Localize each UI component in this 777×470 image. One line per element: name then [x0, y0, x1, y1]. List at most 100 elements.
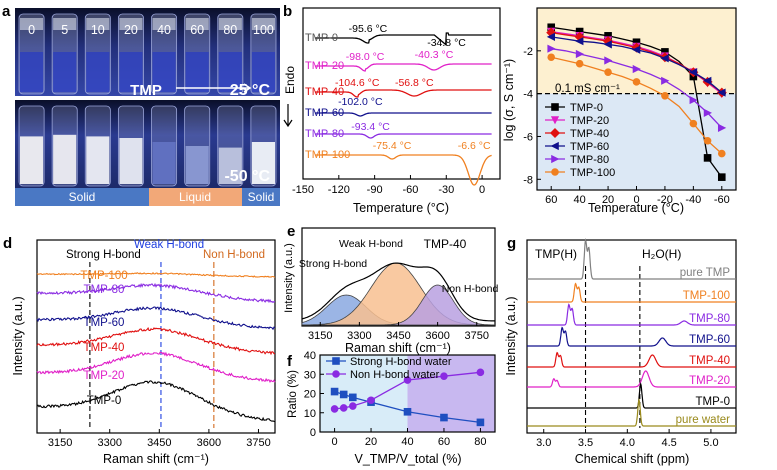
panel-c-xlabel: Temperature (°C)	[588, 201, 684, 215]
vial-cap-60	[185, 18, 209, 30]
vial-row-minus50c	[18, 105, 277, 187]
endo-label: Endo	[283, 66, 297, 94]
f-ytick-label: 10	[304, 408, 316, 420]
nmr-ref-lines	[584, 266, 641, 428]
f-xtick-label: 60	[438, 436, 450, 448]
panel-g-label: g	[507, 235, 516, 252]
raman-label-TMP-60: TMP-60	[84, 317, 125, 329]
c-point-TMP-60	[546, 32, 556, 42]
f-point-Strong H-bond water	[403, 407, 412, 416]
c-point-TMP-100	[604, 68, 612, 77]
f-legend-Strong H-bond water: Strong H-bond water	[350, 356, 452, 368]
d-tick-label: 3600	[197, 437, 221, 449]
nmr-label-TMP-80: TMP-80	[689, 313, 730, 325]
c-xtick-label: -60	[714, 194, 730, 206]
temp-minus50c-label: -50 °C	[224, 168, 270, 185]
f-point-Non H-bond water	[440, 372, 448, 380]
c-point-TMP-80	[575, 49, 585, 59]
threshold-label: 0.1 mS cm⁻¹	[555, 83, 620, 95]
f-xtick-label: 20	[365, 436, 377, 448]
liquid-label: Liquid	[179, 190, 211, 204]
f-ytick-label: 30	[304, 369, 316, 381]
f-point-Non H-bond water	[476, 368, 485, 377]
vial-cap-20	[119, 18, 143, 30]
c-point-TMP-100	[661, 91, 669, 100]
dsc-peak-TMP-100-1: -6.6 °C	[458, 140, 491, 152]
panel-b: b TMP-0 -95.6 °C -34.8 °C TMP-20-98.0 °C -40…	[283, 3, 501, 215]
raman-label-TMP-20: TMP-20	[84, 370, 125, 382]
vial-bot-content-100	[251, 142, 275, 184]
vial-top-liquid-20	[119, 52, 143, 92]
raman-label-TMP-80: TMP-80	[84, 284, 125, 296]
panel-c-ticks: 60 40 20 0 -20 -40 -60 -2 -4 -6 -8	[523, 46, 730, 206]
f-point-Non H-bond water	[339, 404, 348, 412]
f-legend-Non H-bond water: Non H-bond water	[350, 369, 440, 381]
solid-bar-left	[15, 188, 149, 206]
b-tick-label: -60	[403, 184, 419, 196]
raman-curve-TMP-80	[36, 282, 276, 304]
panel-f-ylabel: Ratio (%)	[287, 370, 299, 418]
raman-curve-TMP-0	[36, 380, 276, 423]
panel-e-xticks: 3150 3300 3450 3600 3750	[308, 322, 489, 342]
raman-curve-TMP-60	[36, 306, 276, 331]
dsc-peak-TMP-0-0: -95.6 °C	[349, 23, 388, 35]
vial-bot-content-60	[185, 146, 209, 184]
vial-bot-content-10	[86, 136, 110, 184]
f-xtick-label: 80	[474, 436, 486, 448]
c-legend-marker	[550, 116, 560, 125]
panel-b-xlabel: Temperature (°C)	[353, 201, 449, 215]
f-legend-marker	[332, 357, 340, 365]
dsc-curve-TMP-80	[314, 133, 492, 139]
dsc-label-TMP-60: TMP-60	[305, 107, 344, 119]
panel-a: a 0 5 10 20 40 60 80 100 TMP 25 °C -50 °C Solid…	[2, 3, 280, 206]
panel-d-xticks: 3150 3300 3450 3600 3750	[48, 429, 271, 449]
tmp-arrow-label: TMP	[130, 82, 162, 99]
dsc-curve-TMP-0	[314, 32, 492, 46]
vial-cap-5	[53, 18, 77, 30]
conductivity-below-region	[537, 93, 736, 190]
vial-bot-content-0	[20, 136, 44, 184]
panel-d-ylabel: Intensity (a.u.)	[11, 296, 25, 375]
c-point-TMP-100	[575, 59, 584, 68]
c-point-TMP-100	[703, 136, 712, 145]
c-legend-marker	[549, 127, 561, 139]
dsc-curve-TMP-100	[314, 154, 492, 186]
c-xtick-label: -20	[657, 194, 673, 206]
f-ytick-label: 0	[310, 427, 316, 439]
g-tick-label: 3.0	[536, 437, 551, 449]
c-point-TMP-80	[604, 56, 613, 65]
vial-cap-10	[86, 18, 110, 30]
vial-bot-content-40	[152, 142, 176, 184]
f-point-Non H-bond water	[349, 402, 357, 410]
nmr-curve-pure TMP	[527, 237, 736, 280]
f-point-Non H-bond water	[403, 376, 412, 384]
endo-arrow-icon	[283, 104, 293, 128]
dsc-peak-TMP-100-0: -75.4 °C	[373, 140, 412, 152]
panel-b-xticks: -150 -120 -90 -60 -30 0	[292, 175, 485, 196]
c-legend-marker	[551, 103, 559, 111]
panel-g-xticks: 3.0 3.5 4.0 4.5 5.0	[536, 429, 719, 449]
e-tick-label: 3300	[347, 330, 371, 342]
raman-label-TMP-0: TMP-0	[87, 395, 122, 407]
b-tick-label: 0	[479, 184, 485, 196]
nmr-label-pure water: pure water	[676, 414, 731, 426]
c-point-TMP-0	[717, 173, 726, 181]
vial-label-80: 80	[223, 23, 237, 37]
c-legend-marker	[551, 154, 560, 164]
c-xtick-label: 0	[633, 194, 639, 206]
raman-ref-lines	[89, 262, 215, 428]
c-point-TMP-60	[717, 88, 726, 97]
panel-e-title: TMP-40	[424, 237, 467, 251]
c-point-TMP-60	[660, 54, 669, 63]
vial-top-liquid-60	[185, 52, 209, 92]
strong-hbond-label: Strong H-bond	[66, 249, 141, 261]
panel-e-ylabel: Intensity (a.u.)	[283, 243, 295, 313]
nmr-curve-TMP-100	[527, 282, 736, 303]
vial-label-100: 100	[253, 23, 274, 37]
vial-top-liquid-10	[86, 52, 110, 92]
b-tick-label: -150	[292, 184, 314, 196]
raman-curve-TMP-40	[36, 326, 276, 356]
d-tick-label: 3450	[147, 437, 171, 449]
